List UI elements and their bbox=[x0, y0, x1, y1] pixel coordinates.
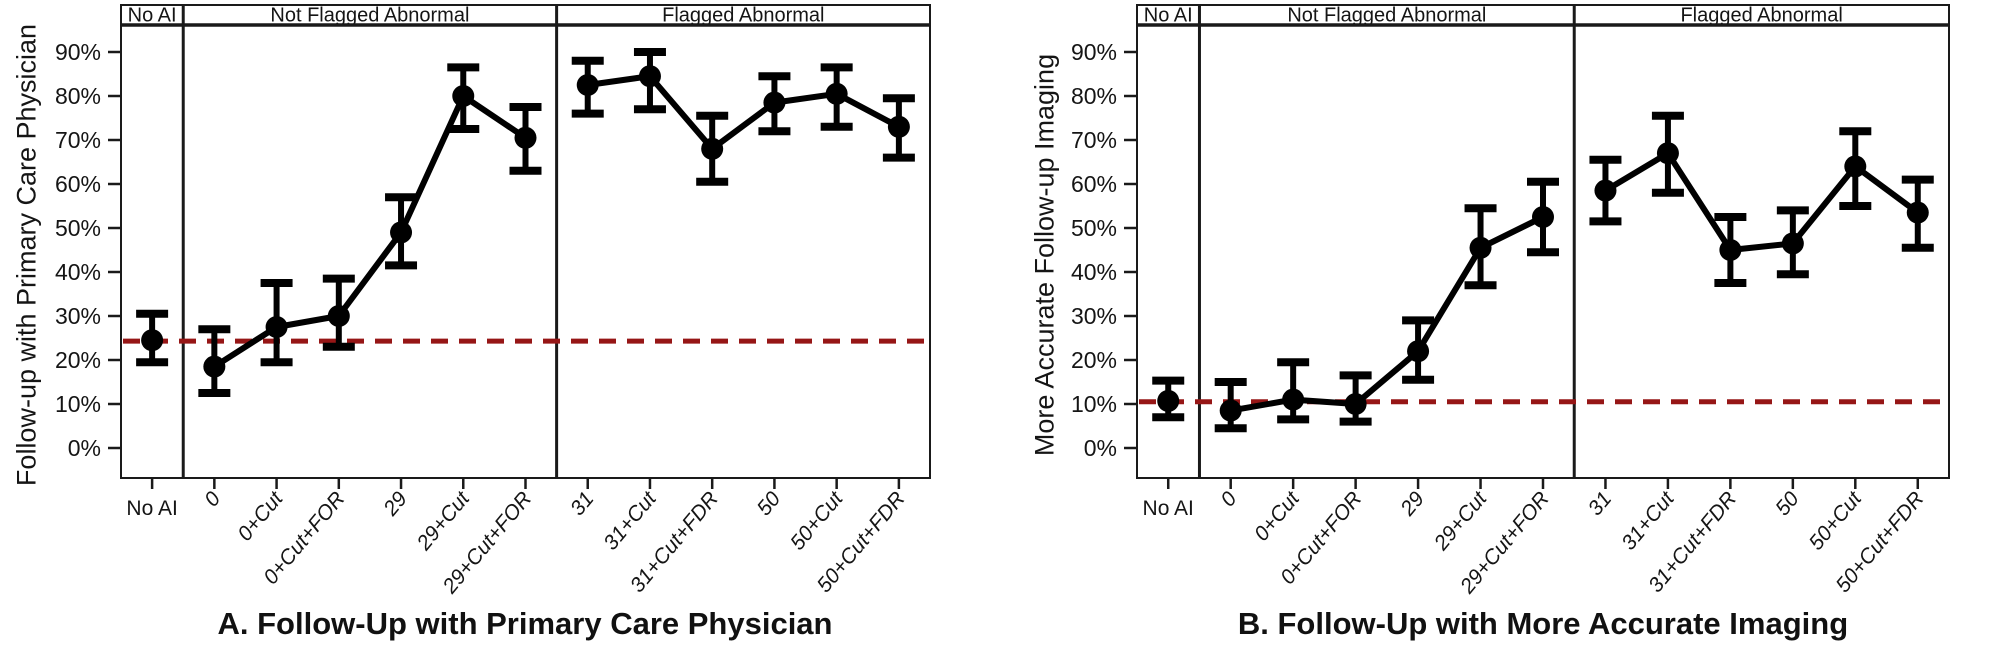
x-tick-label: No AI bbox=[126, 497, 177, 520]
x-tick-label: 50+Cut bbox=[786, 487, 848, 555]
data-point bbox=[514, 126, 537, 149]
panel-b-title: B. Follow-Up with More Accurate Imaging bbox=[1237, 606, 1849, 641]
y-tick-label: 40% bbox=[1071, 259, 1117, 285]
x-tick-label: No AI bbox=[1143, 497, 1194, 520]
section-header-label: Flagged Abnormal bbox=[662, 4, 824, 26]
y-tick-label: 30% bbox=[1071, 303, 1117, 329]
y-tick-label: 90% bbox=[1071, 39, 1117, 65]
section-header-label: Flagged Abnormal bbox=[1680, 4, 1842, 26]
panel-b-y-axis-label: More Accurate Follow-up Imaging bbox=[1029, 53, 1060, 457]
data-point bbox=[141, 329, 164, 352]
data-point bbox=[452, 85, 475, 107]
x-tick-label: 50 bbox=[1771, 487, 1804, 520]
x-tick-label: 29+Cut bbox=[1429, 487, 1492, 556]
section-header-label: Not Flagged Abnormal bbox=[1287, 4, 1486, 26]
data-point bbox=[1344, 393, 1367, 415]
x-tick-label: 31+Cut bbox=[1617, 487, 1679, 555]
x-tick-label: 29+Cut bbox=[412, 487, 475, 556]
data-point bbox=[327, 305, 350, 327]
x-tick-label: 50 bbox=[753, 487, 786, 520]
y-tick-label: 40% bbox=[55, 259, 101, 285]
y-tick-label: 60% bbox=[1071, 171, 1117, 197]
data-point bbox=[1469, 236, 1492, 259]
y-tick-label: 90% bbox=[55, 39, 101, 65]
panel-A: No AI Not Flagged Abnormal Flagged Abnorma… bbox=[55, 4, 931, 599]
data-point bbox=[1407, 340, 1430, 363]
data-point bbox=[1906, 201, 1929, 224]
y-tick-label: 10% bbox=[1071, 391, 1117, 417]
series-line bbox=[1603, 150, 1920, 253]
x-tick-label: 29 bbox=[1396, 487, 1429, 521]
y-tick-label: 30% bbox=[55, 303, 101, 329]
x-tick-label: 0 bbox=[200, 487, 225, 511]
data-point bbox=[887, 115, 910, 138]
y-tick-label: 0% bbox=[1084, 435, 1117, 461]
y-tick-label: 20% bbox=[1071, 347, 1117, 373]
data-point bbox=[576, 74, 599, 96]
data-point bbox=[1594, 179, 1617, 202]
plot-frame bbox=[120, 24, 931, 479]
data-point bbox=[638, 65, 661, 88]
data-point bbox=[203, 355, 226, 378]
section-header-label: No AI bbox=[128, 4, 177, 26]
x-tick-label: 29 bbox=[379, 487, 412, 521]
data-point bbox=[701, 137, 724, 160]
section-header-label: Not Flagged Abnormal bbox=[270, 4, 469, 26]
y-tick-label: 70% bbox=[55, 127, 101, 153]
data-point bbox=[1844, 155, 1867, 178]
data-point bbox=[1656, 142, 1679, 165]
data-point bbox=[825, 82, 848, 105]
panel-a-title: A. Follow-Up with Primary Care Physician bbox=[217, 606, 833, 641]
y-tick-label: 10% bbox=[55, 391, 101, 417]
data-point bbox=[1282, 388, 1305, 411]
section-header-label: No AI bbox=[1144, 4, 1193, 26]
x-tick-label: 0+Cut bbox=[233, 487, 288, 546]
panel-a-y-axis-label: Follow-up with Primary Care Physician bbox=[11, 23, 42, 487]
y-tick-label: 70% bbox=[1071, 127, 1117, 153]
y-tick-label: 50% bbox=[55, 215, 101, 241]
y-tick-label: 60% bbox=[55, 171, 101, 197]
data-point bbox=[1157, 389, 1180, 412]
data-point bbox=[265, 316, 288, 338]
y-tick-label: 20% bbox=[55, 347, 101, 373]
x-tick-label: 0 bbox=[1216, 487, 1241, 511]
data-point bbox=[1719, 239, 1742, 261]
x-tick-label: 31 bbox=[1584, 487, 1617, 520]
data-point bbox=[390, 221, 413, 244]
data-point bbox=[1532, 206, 1554, 228]
data-point bbox=[1219, 399, 1242, 422]
data-point bbox=[763, 91, 786, 114]
data-point bbox=[1781, 232, 1804, 255]
y-tick-label: 50% bbox=[1071, 215, 1117, 241]
y-tick-label: 80% bbox=[1071, 83, 1117, 109]
x-tick-label: 0+Cut bbox=[1250, 487, 1305, 546]
y-tick-label: 0% bbox=[68, 435, 101, 461]
x-tick-label: 31 bbox=[566, 487, 599, 520]
series-line bbox=[212, 93, 528, 370]
panel-B: No AI Not Flagged Abnormal Flagged Abnorma… bbox=[1071, 4, 1950, 599]
x-tick-label: 50+Cut bbox=[1805, 487, 1867, 555]
x-tick-label: 31+Cut bbox=[599, 487, 661, 555]
y-tick-label: 80% bbox=[55, 83, 101, 109]
